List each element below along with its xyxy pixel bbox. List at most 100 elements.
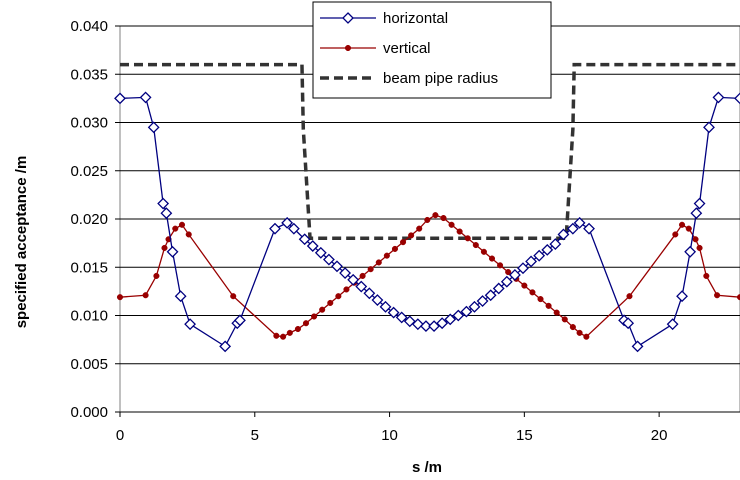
- y-tick-label: 0.035: [70, 66, 108, 83]
- y-tick-label: 0.025: [70, 163, 108, 180]
- data-point: [327, 299, 334, 307]
- data-point: [234, 314, 246, 327]
- data-point: [561, 316, 568, 323]
- data-point: [533, 249, 546, 262]
- data-point: [363, 287, 376, 300]
- data-point: [335, 293, 342, 300]
- data-point: [525, 255, 538, 268]
- data-point: [484, 289, 497, 302]
- data-point: [355, 280, 368, 293]
- data-point: [408, 232, 415, 239]
- data-point: [184, 318, 197, 331]
- data-point: [403, 315, 416, 328]
- data-point: [505, 269, 512, 276]
- data-point: [424, 216, 431, 224]
- data-point: [331, 260, 343, 273]
- data-point: [281, 216, 294, 229]
- data-point: [178, 221, 186, 228]
- data-point: [219, 340, 232, 353]
- data-point: [500, 275, 513, 288]
- legend-label: horizontal: [383, 10, 448, 27]
- y-tick-label: 0.005: [70, 356, 108, 373]
- y-tick-label: 0.030: [70, 115, 108, 132]
- data-point: [379, 300, 392, 313]
- data-point: [116, 294, 124, 301]
- data-point: [529, 289, 536, 296]
- data-point: [436, 317, 449, 330]
- data-point: [521, 282, 528, 289]
- data-point: [549, 238, 562, 251]
- data-point: [736, 294, 740, 301]
- data-point: [311, 313, 318, 320]
- data-point: [678, 221, 686, 228]
- x-tick-label: 15: [516, 427, 533, 444]
- data-point: [631, 340, 644, 353]
- data-point: [411, 318, 424, 331]
- data-point: [692, 236, 699, 243]
- data-point: [280, 333, 287, 340]
- data-point: [517, 262, 529, 275]
- data-point: [693, 197, 706, 210]
- data-point: [286, 329, 293, 336]
- data-point: [440, 214, 447, 222]
- data-point: [367, 266, 374, 273]
- series-layer: [114, 62, 740, 353]
- series-line: [120, 62, 740, 241]
- series-line: [119, 214, 740, 338]
- data-point: [157, 197, 170, 210]
- data-point: [734, 92, 740, 105]
- data-point: [448, 221, 455, 228]
- data-point: [391, 245, 399, 252]
- data-point: [476, 295, 489, 307]
- data-point: [566, 222, 579, 235]
- y-axis-title: specified acceptance /m: [13, 156, 30, 329]
- data-point: [569, 324, 576, 331]
- y-tick-label: 0.040: [70, 18, 108, 35]
- data-point: [344, 44, 352, 52]
- data-point: [161, 244, 168, 251]
- data-point: [339, 267, 352, 279]
- data-point: [622, 317, 635, 330]
- data-point: [703, 121, 715, 134]
- data-point: [287, 222, 300, 235]
- series-beam-pipe-radius: [120, 62, 740, 241]
- data-point: [428, 320, 440, 333]
- data-point: [714, 292, 721, 299]
- data-point: [712, 91, 725, 104]
- data-point: [114, 92, 126, 105]
- data-point: [342, 12, 354, 24]
- data-point: [557, 228, 570, 241]
- data-point: [537, 296, 544, 303]
- data-point: [703, 272, 710, 279]
- data-point: [576, 329, 583, 336]
- legend-item: beam pipe radius: [320, 70, 498, 87]
- data-point: [322, 253, 335, 266]
- data-point: [399, 239, 407, 246]
- legend-label: vertical: [383, 40, 431, 57]
- y-tick-label: 0.020: [70, 211, 108, 228]
- data-point: [464, 235, 471, 242]
- y-tick-label: 0.010: [70, 308, 108, 325]
- data-point: [153, 272, 160, 279]
- data-point: [685, 225, 692, 232]
- x-tick-label: 20: [651, 427, 668, 444]
- data-point: [676, 290, 688, 303]
- x-tick-label: 10: [381, 427, 398, 444]
- data-point: [343, 286, 350, 293]
- data-point: [508, 269, 521, 281]
- x-tick-label: 5: [251, 427, 259, 444]
- y-tick-label: 0.000: [70, 404, 108, 421]
- data-point: [269, 222, 281, 235]
- x-tick-labels: 0 5 10 15 20: [116, 411, 740, 444]
- data-point: [160, 207, 173, 220]
- data-point: [294, 325, 301, 333]
- series-horizontal: [114, 91, 740, 353]
- data-point: [230, 293, 237, 300]
- data-point: [306, 240, 319, 252]
- data-point: [626, 293, 633, 300]
- y-tick-labels: 0.000 0.005 0.010 0.015 0.020 0.025 0.030 0.035…: [70, 18, 120, 421]
- data-point: [174, 290, 187, 303]
- data-point: [444, 313, 457, 326]
- data-point: [583, 222, 595, 235]
